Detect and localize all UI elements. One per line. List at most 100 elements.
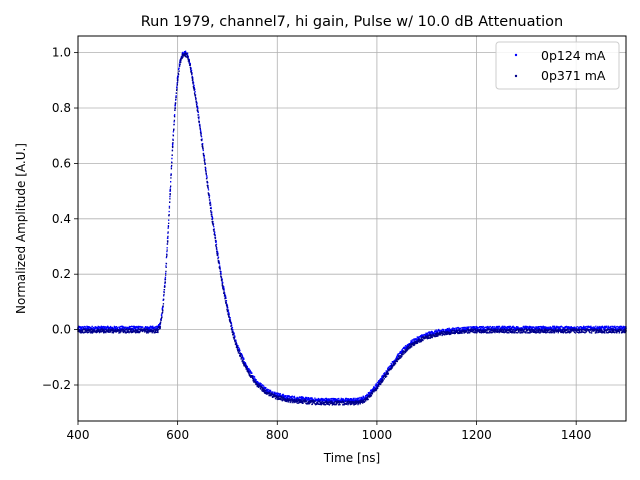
data-point <box>186 55 189 58</box>
data-point <box>376 386 378 389</box>
data-point <box>221 281 224 284</box>
data-point <box>346 402 348 404</box>
data-point <box>166 237 169 240</box>
data-point <box>326 402 328 404</box>
data-point <box>455 330 458 333</box>
data-point <box>376 384 378 386</box>
x-tick-label: 800 <box>266 428 289 442</box>
data-point <box>191 79 194 82</box>
data-point <box>475 330 478 332</box>
data-point <box>351 399 353 402</box>
data-point <box>216 253 219 256</box>
data-point <box>196 109 199 112</box>
data-point <box>164 281 167 284</box>
data-point <box>126 330 129 332</box>
chart-title: Run 1979, channel7, hi gain, Pulse w/ 10… <box>141 14 564 30</box>
data-point <box>226 309 229 312</box>
legend-label-0p371: 0p371 mA <box>541 68 606 83</box>
data-point <box>346 399 348 402</box>
data-point <box>206 184 209 187</box>
data-point <box>276 396 279 399</box>
data-point <box>600 330 602 332</box>
data-point <box>405 345 408 348</box>
data-point <box>179 61 182 64</box>
data-point <box>405 348 408 350</box>
data-point <box>445 329 448 332</box>
x-tick-label: 1000 <box>362 428 393 442</box>
data-point <box>400 353 403 356</box>
data-point <box>575 330 578 332</box>
data-point <box>500 330 503 332</box>
data-point <box>171 143 174 145</box>
y-axis-label: Normalized Amplitude [A.U.] <box>14 143 28 314</box>
data-point <box>425 333 428 336</box>
data-point <box>390 363 393 366</box>
y-tick-label: 0.0 <box>52 323 71 337</box>
data-point <box>415 341 418 343</box>
y-tick-label: 0.4 <box>52 212 71 226</box>
data-point <box>189 64 191 66</box>
data-point <box>231 331 234 334</box>
data-point <box>301 400 304 403</box>
y-tick-label: 0.6 <box>52 156 71 170</box>
x-tick-label: 400 <box>67 428 90 442</box>
x-tick-label: 1200 <box>461 428 492 442</box>
data-point <box>221 284 224 287</box>
data-point <box>169 192 172 195</box>
y-tick-label: 0.8 <box>52 101 71 115</box>
data-point <box>286 399 289 402</box>
x-axis-label: Time [ns] <box>323 451 380 465</box>
data-point <box>385 373 388 375</box>
data-point <box>169 190 172 193</box>
data-point <box>266 389 269 392</box>
legend-box <box>495 41 620 90</box>
data-point <box>256 381 259 384</box>
y-tick-label: 0.2 <box>52 267 71 281</box>
data-point <box>465 330 468 333</box>
data-point <box>161 309 164 312</box>
data-point <box>366 397 368 400</box>
data-point <box>174 104 177 107</box>
data-point <box>371 392 373 395</box>
data-point <box>159 325 162 328</box>
data-point <box>361 400 363 403</box>
data-point <box>525 330 528 332</box>
data-point <box>600 327 602 330</box>
plot-area-frame <box>77 35 627 422</box>
data-point <box>276 393 279 396</box>
data-point <box>211 220 214 223</box>
data-point <box>420 338 423 341</box>
data-point <box>181 54 184 57</box>
x-tick-label: 1400 <box>561 428 592 442</box>
data-point <box>395 359 398 361</box>
data-point <box>316 399 319 402</box>
data-point <box>425 336 428 339</box>
data-point <box>171 145 174 148</box>
data-point <box>415 338 418 341</box>
data-point <box>166 240 169 242</box>
data-point <box>184 53 187 55</box>
y-tick-label: −0.2 <box>42 378 71 392</box>
data-point <box>351 402 353 404</box>
legend-marker-0p124 <box>514 53 518 57</box>
data-point <box>316 402 319 404</box>
data-point <box>236 348 239 350</box>
series-layer <box>77 50 627 406</box>
data-point <box>380 379 383 382</box>
data-point <box>246 370 249 373</box>
grid <box>77 36 626 421</box>
data-point <box>550 330 553 332</box>
data-point <box>286 396 289 399</box>
data-point <box>176 79 179 82</box>
data-point <box>410 341 413 343</box>
data-point <box>102 330 104 332</box>
data-point <box>201 145 204 148</box>
data-point <box>266 392 269 395</box>
data-point <box>445 332 448 334</box>
data-point <box>356 402 358 404</box>
legend: 0p124 mA 0p371 mA <box>495 41 620 90</box>
axis-ticks: 400 600 800 1000 1200 1400 −0.2 0.0 0.2 0.4 0.6 0.8… <box>42 46 592 442</box>
data-point <box>380 377 383 379</box>
data-point <box>410 343 413 346</box>
